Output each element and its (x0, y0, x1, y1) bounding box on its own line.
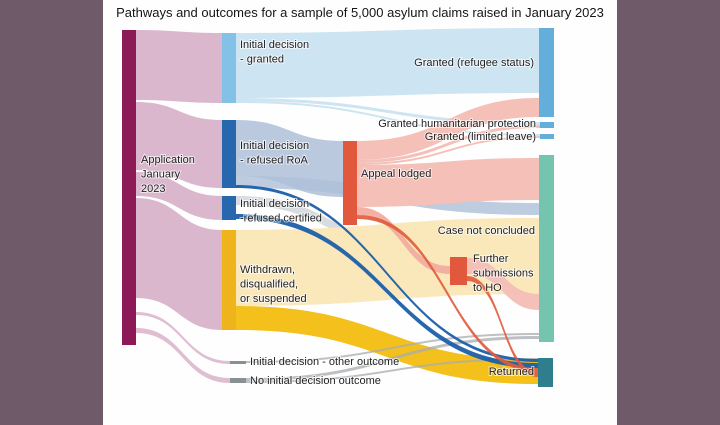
flow-application-init_granted (136, 30, 222, 103)
node-r_casenot (539, 155, 554, 342)
node-label-r_limited: Granted (limited leave) (425, 131, 536, 143)
chart-title: Pathways and outcomes for a sample of 5,… (116, 5, 604, 20)
flow-application-init_refused_roa (136, 102, 222, 188)
node-label-init_refused_roa: Initial decision - refused RoA (240, 140, 309, 167)
node-label-init_refused_cert: Initial decision -refused certified (240, 198, 322, 225)
flow-application-init_other (136, 312, 230, 364)
flow-appeal-r_refugee (357, 98, 539, 160)
flow-appeal-r_limited (357, 136, 540, 165)
node-no_initial (230, 378, 246, 383)
node-further (450, 257, 467, 285)
node-label-further: Further submissions to HO (473, 253, 534, 294)
flow-withdrawn-r_returned (236, 306, 538, 384)
node-label-r_human: Granted humanitarian protection (378, 118, 536, 130)
flow-appeal-r_human (357, 125, 540, 163)
node-label-init_other: Initial decision - other outcome (250, 356, 399, 368)
flow-init_refused_cert-r_returned (236, 214, 538, 368)
flow-application-withdrawn (136, 198, 222, 330)
node-withdrawn (222, 230, 236, 330)
flow-init_refused_roa-r_returned (236, 185, 538, 362)
node-application (122, 30, 136, 345)
node-init_granted (222, 33, 236, 103)
node-label-r_returned: Returned (489, 366, 534, 378)
node-r_human (540, 122, 554, 128)
node-init_refused_roa (222, 120, 236, 188)
flow-appeal-r_casenot (357, 158, 539, 207)
node-label-init_granted: Initial decision - granted (240, 39, 309, 66)
node-label-appeal: Appeal lodged (361, 168, 431, 180)
node-r_limited (540, 134, 554, 139)
node-r_refugee (539, 28, 554, 117)
flow-application-no_initial (136, 328, 230, 383)
flow-init_granted-r_human (236, 98, 540, 125)
flow-no_initial-r_returned (246, 358, 538, 383)
node-label-withdrawn: Withdrawn, disqualified, or suspended (240, 264, 307, 305)
node-label-r_casenot: Case not concluded (438, 225, 535, 237)
flow-appeal-further (357, 207, 450, 274)
node-label-r_refugee: Granted (refugee status) (414, 57, 534, 69)
node-init_other (230, 361, 246, 364)
node-label-no_initial: No initial decision outcome (250, 375, 381, 387)
node-r_returned (538, 358, 553, 387)
node-label-application: Application January 2023 (141, 154, 195, 195)
flow-init_other-r_casenot (246, 333, 539, 363)
flow-init_granted-r_limited (236, 101, 540, 136)
flow-appeal-r_returned (357, 215, 538, 372)
flow-no_initial-r_casenot (246, 336, 539, 381)
flow-further-r_casenot (467, 258, 539, 310)
flow-application-init_refused_cert (136, 172, 222, 220)
flow-further-r_returned (467, 276, 538, 377)
node-init_refused_cert (222, 196, 236, 220)
node-appeal (343, 141, 357, 225)
flow-init_granted-r_refugee (236, 28, 539, 98)
